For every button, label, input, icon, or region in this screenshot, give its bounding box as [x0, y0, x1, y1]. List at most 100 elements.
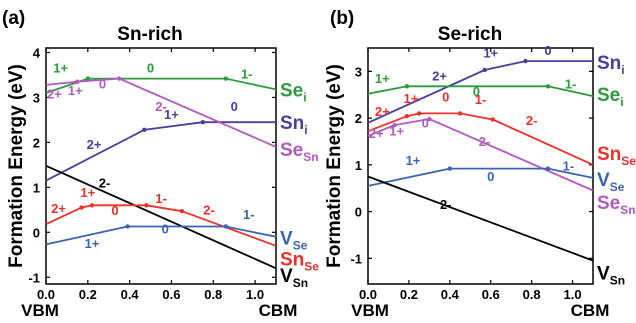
cbm-label: CBM [571, 301, 610, 320]
panel-sn-rich: (a) Sn-rich Formation Energy (eV) 0.0 0.2 0.4… [2, 8, 319, 320]
transition-point [427, 116, 432, 122]
transition-point [75, 79, 80, 84]
y-tick-label: 3 [33, 90, 40, 105]
charge-state-label: 2+ [51, 201, 66, 216]
y-tick-label: 3 [355, 64, 362, 79]
charge-state-label: 0 [162, 222, 169, 237]
y-tick-label: 4 [33, 45, 41, 60]
y-tick-label: 1 [33, 180, 40, 195]
transition-point [179, 208, 185, 214]
charge-state-label: 0 [422, 115, 429, 130]
defect-label: SeSn [280, 140, 319, 164]
transition-point [85, 76, 91, 81]
series-line [45, 77, 277, 148]
y-axis-label: Formation Energy (eV) [324, 64, 345, 268]
charge-state-label: 2- [99, 175, 111, 190]
vbm-label: VBM [351, 301, 389, 320]
plot-frame [367, 47, 594, 285]
x-tick-label: 1.0 [564, 287, 582, 302]
charge-state-label: 2+ [87, 137, 102, 152]
panel-label: (b) [330, 8, 354, 29]
charge-state-label: 0 [99, 76, 106, 91]
charge-state-label: 1+ [80, 185, 95, 200]
charge-state-label: 1+ [406, 153, 421, 168]
transition-point [523, 58, 528, 64]
charge-state-label: 1+ [389, 123, 404, 138]
transition-point [89, 203, 95, 208]
charge-state-label: 2- [526, 113, 538, 128]
charge-state-label: 1- [563, 158, 575, 173]
defect-label: SeSn [597, 193, 636, 217]
transition-point [200, 119, 206, 125]
charge-state-label: 1+ [404, 91, 419, 106]
series-se-sn: 2+ 1+ 0 2- SeSn [367, 115, 636, 217]
transition-point [404, 114, 410, 119]
series-line [367, 85, 594, 97]
defect-label: Sei [280, 80, 307, 104]
cbm-label: CBM [259, 301, 298, 320]
transition-point [79, 205, 84, 210]
transition-point [404, 84, 410, 89]
series-se-sn: 2+ 1+ 0 2- SeSn [45, 76, 319, 164]
charge-state-label: 2- [440, 197, 452, 212]
charge-state-label: 2+ [47, 86, 62, 101]
transition-point [545, 84, 551, 89]
series-v-sn: 2- VSn [45, 164, 308, 290]
transition-point [447, 166, 453, 171]
series-line [45, 164, 277, 270]
y-tick-label: 2 [33, 135, 40, 150]
series-line [367, 167, 594, 187]
series-v-se: 1+ 0 1- VSe [45, 207, 308, 253]
series-line [45, 204, 277, 247]
chart-title: Sn-rich [117, 24, 182, 45]
x-tick-label: 0.8 [523, 287, 541, 302]
charge-state-label: 0 [442, 90, 449, 105]
x-tick-label: 0.4 [121, 287, 140, 302]
charge-state-label: 2+ [369, 126, 384, 141]
charge-state-label: 2+ [432, 69, 447, 84]
charge-state-label: 1- [241, 67, 253, 82]
series-v-sn: 2- VSn [367, 175, 625, 287]
transition-point [223, 224, 229, 229]
charge-state-label: 1- [475, 92, 487, 107]
transition-point [223, 76, 229, 81]
charge-state-label: 0 [473, 84, 480, 99]
x-tick-label: 0.2 [79, 287, 97, 302]
charge-state-label: 1+ [53, 61, 68, 76]
series-line [367, 60, 593, 124]
defect-label: VSn [280, 266, 308, 290]
x-tick-label: 0.6 [162, 287, 180, 302]
charge-state-label: 0 [487, 169, 494, 184]
defect-label: VSe [280, 229, 308, 253]
transition-point [545, 166, 551, 171]
y-tick-label: 1 [355, 158, 362, 173]
series-line [45, 77, 277, 94]
series-se-i: 1+ 0 1- Sei [45, 61, 307, 104]
series-line [45, 121, 276, 182]
charge-state-label: 2- [203, 202, 215, 217]
charge-state-label: 0 [544, 43, 551, 58]
series-line [367, 175, 594, 262]
transition-point [392, 122, 397, 128]
y-tick-label: 0 [355, 205, 362, 220]
charge-state-label: 1+ [164, 107, 179, 122]
series-line [45, 225, 277, 246]
x-tick-label: 1.0 [246, 287, 264, 302]
charge-state-label: 2- [479, 134, 491, 149]
charge-state-label: 0 [147, 61, 154, 76]
series-sn-se: 2+ 1+ 0 1- 2- SnSe [45, 185, 319, 273]
x-tick-label: 0.0 [359, 287, 377, 302]
charge-state-label: 1- [243, 207, 255, 222]
series-line [367, 112, 594, 166]
charge-state-label: 2- [155, 99, 167, 114]
charge-state-label: 2+ [375, 104, 390, 119]
defect-label: SnSe [597, 144, 636, 168]
defect-label: Sni [280, 113, 308, 137]
y-axis-label: Formation Energy (eV) [6, 64, 27, 268]
charge-state-label: 1+ [375, 71, 390, 86]
y-tick-label: -1 [28, 270, 40, 285]
series-line [367, 118, 594, 192]
transition-point [142, 127, 147, 133]
charge-state-label: 1- [565, 77, 577, 92]
